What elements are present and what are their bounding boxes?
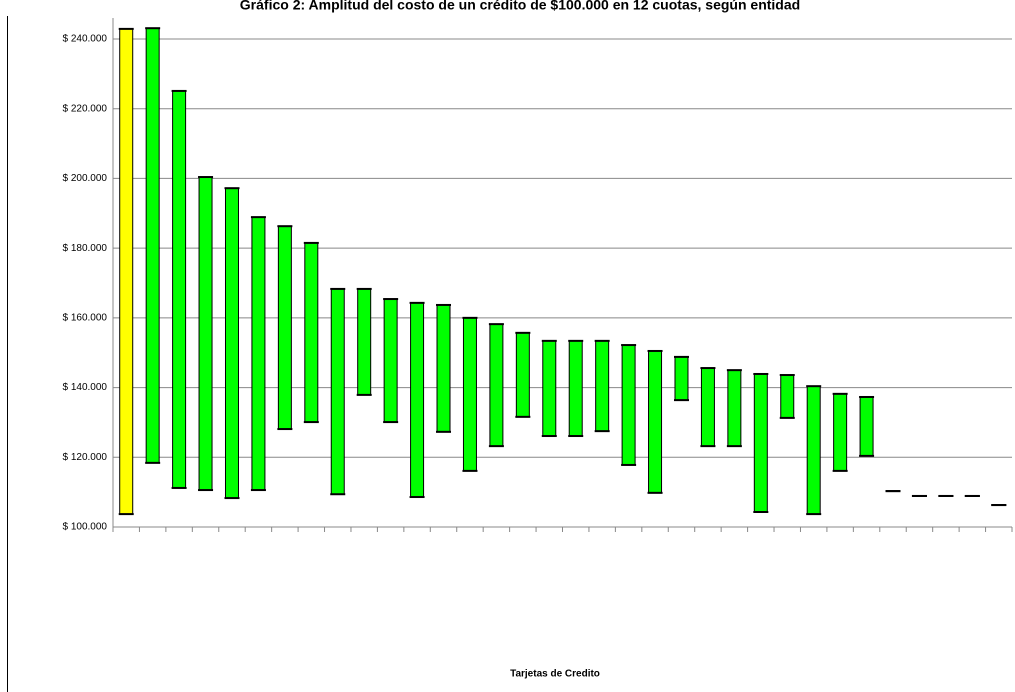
range-bar-body — [621, 344, 636, 466]
range-bar — [647, 349, 663, 494]
range-bar — [779, 374, 795, 419]
range-bar-body — [700, 367, 715, 447]
y-tick-label: $ 220.000 — [63, 103, 108, 114]
y-tick-label: $ 120.000 — [63, 452, 108, 463]
range-bar — [383, 298, 399, 424]
range-bar-body — [674, 356, 689, 401]
range-bar-body — [172, 90, 187, 489]
range-bar-body — [251, 216, 266, 491]
range-bar — [673, 355, 689, 402]
range-bar — [462, 316, 478, 472]
range-bar — [726, 369, 742, 448]
range-bar-body — [489, 323, 504, 447]
range-bar — [541, 339, 557, 438]
y-tick-label: $ 140.000 — [63, 382, 108, 393]
range-bar — [356, 287, 372, 396]
range-bar — [515, 331, 531, 418]
range-bar-body — [859, 396, 874, 457]
range-bar-body — [568, 340, 583, 437]
range-bar-body — [727, 369, 742, 447]
range-bar-body — [198, 176, 213, 491]
range-bar-body — [383, 298, 398, 423]
range-bar-body — [542, 340, 557, 437]
range-bar — [700, 367, 716, 448]
range-bar — [859, 395, 875, 457]
range-bar-body — [277, 225, 292, 430]
y-tick-label: $ 240.000 — [63, 34, 108, 45]
range-bar — [330, 287, 346, 496]
range-bar — [250, 216, 266, 492]
range-bar — [198, 176, 214, 492]
range-bar-body — [224, 187, 239, 499]
range-bar-body — [330, 288, 345, 495]
range-bar — [594, 339, 610, 433]
range-bar-body — [648, 350, 663, 494]
range-bar — [568, 339, 584, 438]
range-bar-body — [806, 385, 821, 515]
y-tick-label: $ 200.000 — [63, 173, 108, 184]
range-bar-body — [753, 373, 768, 513]
range-bar-body — [515, 332, 530, 418]
y-tick-label: $ 100.000 — [63, 522, 108, 533]
x-axis-label: Tarjetas de Credito — [510, 669, 600, 680]
range-bar — [436, 303, 452, 433]
range-bar-body — [462, 317, 477, 472]
range-bar-body — [436, 304, 451, 433]
range-bar — [118, 27, 134, 516]
range-bar-body — [410, 302, 425, 498]
range-bar — [145, 27, 161, 464]
range-bar-body — [119, 28, 134, 515]
range-bar-body — [780, 374, 795, 419]
range-bar — [753, 372, 769, 514]
chart-title: Gráfico 2: Amplitud del costo de un créd… — [240, 0, 800, 13]
range-bar-body — [357, 288, 372, 396]
range-bar — [621, 344, 637, 466]
range-bar — [303, 241, 319, 424]
range-bar — [409, 301, 425, 499]
range-bar-body — [145, 27, 160, 464]
range-bar-body — [833, 393, 848, 472]
range-bar — [488, 323, 504, 448]
range-bar — [171, 89, 187, 489]
range-bar-body — [595, 340, 610, 432]
range-bar — [224, 187, 240, 500]
range-bar — [277, 225, 293, 431]
range-bar — [832, 392, 848, 472]
y-tick-label: $ 180.000 — [63, 243, 108, 254]
y-tick-label: $ 160.000 — [63, 312, 108, 323]
range-bar-body — [304, 242, 319, 423]
range-bar — [806, 385, 822, 516]
